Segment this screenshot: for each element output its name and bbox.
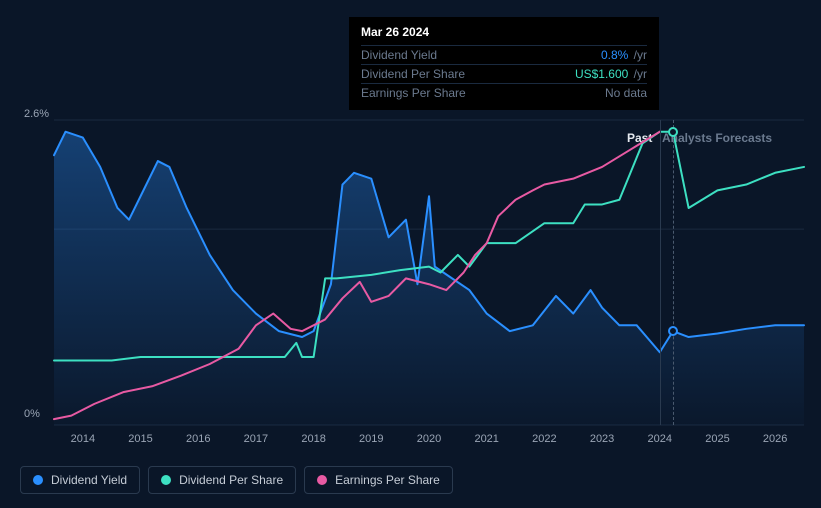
tooltip-row: Dividend Yield 0.8% /yr bbox=[361, 45, 647, 64]
series-marker bbox=[668, 127, 678, 137]
y-axis-max-label: 2.6% bbox=[24, 108, 49, 120]
tooltip-row: Dividend Per Share US$1.600 /yr bbox=[361, 64, 647, 83]
legend-item-dividend-per-share[interactable]: Dividend Per Share bbox=[148, 466, 296, 494]
series-marker bbox=[668, 326, 678, 336]
tooltip-row: Earnings Per Share No data bbox=[361, 83, 647, 102]
legend-item-dividend-yield[interactable]: Dividend Yield bbox=[20, 466, 140, 494]
tooltip-row-value: 0.8% /yr bbox=[601, 48, 647, 62]
legend-label: Dividend Yield bbox=[51, 473, 127, 487]
cursor-line bbox=[673, 120, 674, 425]
tooltip-row-label: Dividend Yield bbox=[361, 48, 437, 62]
x-axis-label: 2022 bbox=[532, 433, 556, 445]
y-axis-min-label: 0% bbox=[24, 408, 40, 420]
legend-dot-icon bbox=[317, 475, 327, 485]
x-axis-label: 2017 bbox=[244, 433, 268, 445]
x-axis-label: 2016 bbox=[186, 433, 210, 445]
tooltip-row-value: US$1.600 /yr bbox=[575, 67, 647, 81]
x-axis-label: 2024 bbox=[648, 433, 672, 445]
legend-label: Dividend Per Share bbox=[179, 473, 283, 487]
x-axis-label: 2026 bbox=[763, 433, 787, 445]
x-axis-label: 2023 bbox=[590, 433, 614, 445]
tooltip-date: Mar 26 2024 bbox=[361, 25, 647, 39]
legend-dot-icon bbox=[161, 475, 171, 485]
chart-tooltip: Mar 26 2024 Dividend Yield0.8% /yrDivide… bbox=[349, 17, 659, 110]
x-axis-label: 2021 bbox=[474, 433, 498, 445]
chart-legend: Dividend Yield Dividend Per Share Earnings… bbox=[20, 466, 453, 494]
past-divider-line bbox=[660, 120, 661, 425]
x-axis-label: 2018 bbox=[301, 433, 325, 445]
x-axis-label: 2020 bbox=[417, 433, 441, 445]
legend-dot-icon bbox=[33, 475, 43, 485]
x-axis-label: 2019 bbox=[359, 433, 383, 445]
tooltip-row-value: No data bbox=[605, 86, 647, 100]
x-axis-label: 2025 bbox=[705, 433, 729, 445]
chart-plot-area[interactable] bbox=[54, 120, 804, 425]
dividend-chart-container: Mar 26 2024 Dividend Yield0.8% /yrDivide… bbox=[0, 0, 821, 508]
tooltip-row-label: Dividend Per Share bbox=[361, 67, 465, 81]
x-axis-label: 2015 bbox=[128, 433, 152, 445]
tooltip-row-label: Earnings Per Share bbox=[361, 86, 466, 100]
legend-item-earnings-per-share[interactable]: Earnings Per Share bbox=[304, 466, 453, 494]
x-axis-label: 2014 bbox=[71, 433, 95, 445]
legend-label: Earnings Per Share bbox=[335, 473, 440, 487]
